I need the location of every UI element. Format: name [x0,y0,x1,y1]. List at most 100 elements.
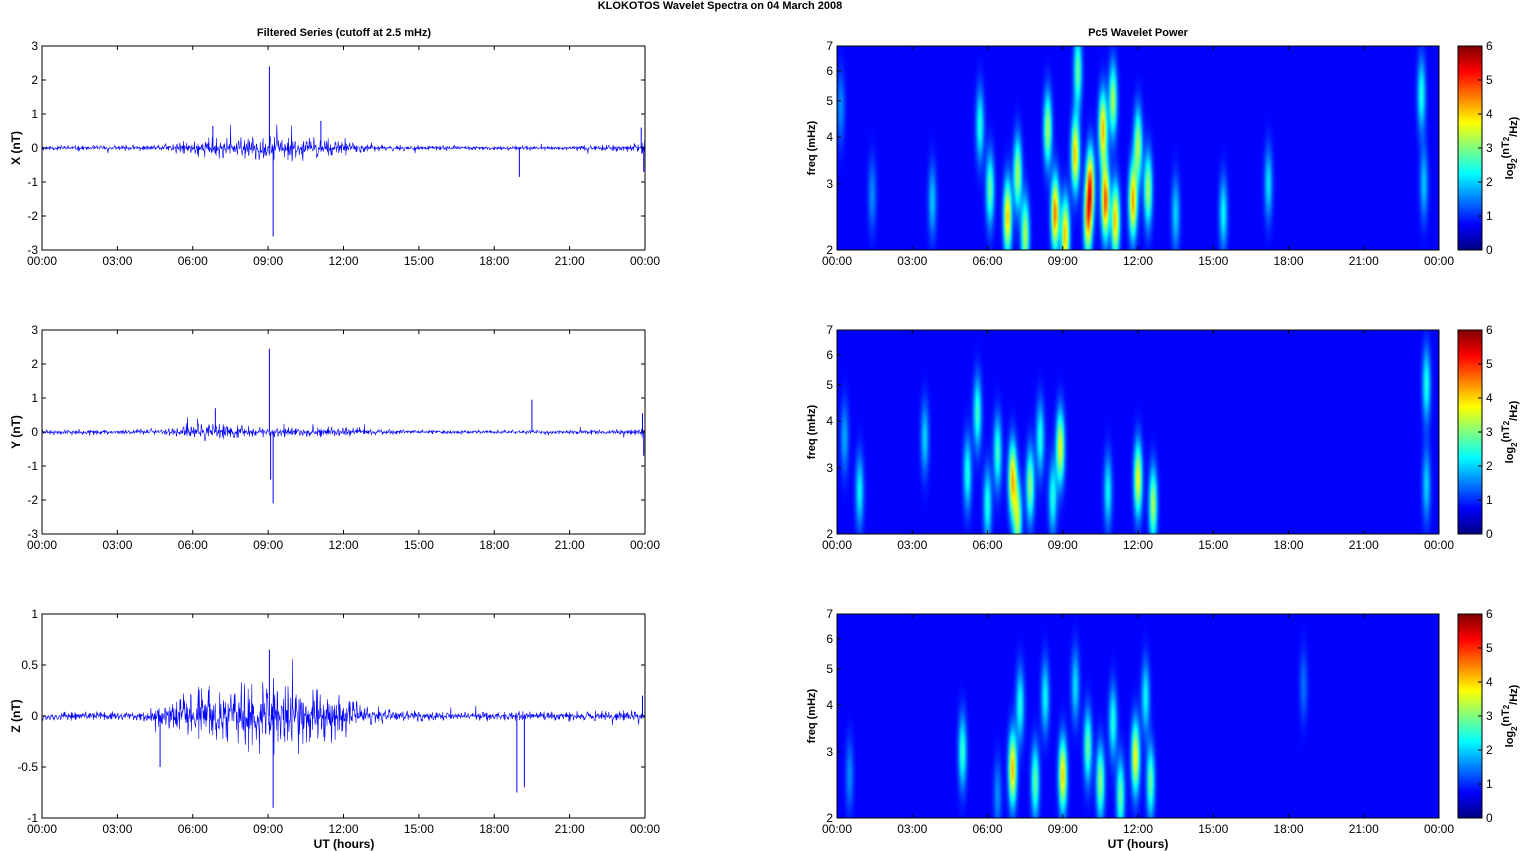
x-tick-label: 06:00 [972,254,1002,268]
colorbar-tick-label: 1 [1486,493,1493,507]
x-wavelet-panel: 2 3 4 5 6 7 00:00 03:00 06:00 09:00 12:00 15:00 18:0… [806,39,1520,268]
x-tick-label: 00:00 [822,254,852,268]
y-tick-label: 5 [826,94,833,108]
x-tick-label: 00:00 [822,822,852,836]
x-tick-label: 00:00 [1424,538,1454,552]
x-tick-label: 21:00 [555,254,585,268]
y-tick-label: 2 [31,357,38,371]
x-tick-label: 15:00 [404,538,434,552]
y-tick-label: 3 [31,39,38,53]
series-line [41,124,646,162]
y-tick-label: -1 [27,459,38,473]
colorbar-tick-label: 2 [1486,459,1493,473]
y-tick-label: -2 [27,493,38,507]
colorbar-label: log2(nT2/Hz) [1500,116,1520,179]
y-tick-label: 3 [31,323,38,337]
y-axis-label: freq (mHz) [806,404,818,459]
x-tick-label: 12:00 [1123,538,1153,552]
y-axis-label: Z (nT) [9,699,23,732]
x-tick-label: 09:00 [253,538,283,552]
right-column-title: Pc5 Wavelet Power [1088,27,1189,39]
colorbar-label: log2(nT2/Hz) [1500,400,1520,463]
x-tick-label: 09:00 [1048,822,1078,836]
x-tick-label: 12:00 [328,538,358,552]
x-tick-label: 06:00 [178,538,208,552]
y-tick-label: -3 [27,243,38,257]
wavelet-heatmap [837,330,1439,534]
z-wavelet-panel: 2 3 4 5 6 7 00:00 03:00 06:00 09:00 12:00 15:00 18:0… [806,607,1520,836]
x-tick-label: 06:00 [178,254,208,268]
z-series-panel: -1 -0.5 0 0.5 1 00:00 03:00 06:00 09:00 12:00 15:0… [9,607,660,836]
x-tick-label: 15:00 [404,822,434,836]
x-tick-label: 03:00 [897,822,927,836]
y-tick-label: 2 [826,527,833,541]
x-tick-label: 18:00 [1273,822,1303,836]
x-tick-label: 21:00 [1349,822,1379,836]
colorbar-tick-label: 0 [1486,527,1493,541]
x-tick-label: 21:00 [555,538,585,552]
x-tick-label: 00:00 [630,254,660,268]
x-tick-label: 03:00 [102,254,132,268]
y-tick-label: 7 [826,39,833,53]
y-axis-label: freq (mHz) [806,688,818,743]
left-column-title: Filtered Series (cutoff at 2.5 mHz) [257,27,432,39]
y-tick-label: 1 [31,607,38,621]
y-tick-label: 3 [826,461,833,475]
colorbar-tick-label: 5 [1486,73,1493,87]
x-tick-label: 09:00 [253,254,283,268]
colorbar-tick-label: 0 [1486,243,1493,257]
x-tick-label: 06:00 [972,822,1002,836]
y-tick-label: -1 [27,175,38,189]
x-tick-label: 03:00 [102,538,132,552]
y-tick-label: -0.5 [17,760,38,774]
x-tick-label: 03:00 [897,254,927,268]
y-tick-label: 7 [826,607,833,621]
colorbar-tick-label: 6 [1486,39,1493,53]
x-tick-label: 12:00 [328,822,358,836]
colorbar-tick-label: 0 [1486,811,1493,825]
colorbar-tick-label: 1 [1486,777,1493,791]
y-tick-label: 2 [826,811,833,825]
x-tick-label: 18:00 [1273,538,1303,552]
x-tick-label: 21:00 [1349,538,1379,552]
y-tick-label: 0 [31,141,38,155]
x-tick-label: 12:00 [1123,822,1153,836]
x-tick-label: 15:00 [404,254,434,268]
series-line [41,659,646,755]
colorbar-tick-label: 4 [1486,675,1493,689]
y-tick-label: 2 [826,243,833,257]
colorbar-tick-label: 4 [1486,107,1493,121]
x-tick-label: 09:00 [253,822,283,836]
x-tick-label: 12:00 [1123,254,1153,268]
y-tick-label: 5 [826,662,833,676]
x-tick-label: 00:00 [1424,254,1454,268]
x-tick-label: 09:00 [1048,254,1078,268]
y-tick-label: 4 [826,130,833,144]
x-tick-label: 00:00 [1424,822,1454,836]
colorbar-tick-label: 6 [1486,607,1493,621]
x-tick-label: 00:00 [822,538,852,552]
x-tick-label: 06:00 [972,538,1002,552]
y-tick-label: 2 [31,73,38,87]
x-tick-label: 00:00 [630,822,660,836]
y-tick-label: 0 [31,425,38,439]
y-tick-label: 4 [826,414,833,428]
suptitle: KLOKOTOS Wavelet Spectra on 04 March 200… [598,0,843,12]
colorbar-label: log2(nT2/Hz) [1500,684,1520,747]
x-tick-label: 03:00 [102,822,132,836]
y-tick-label: 4 [826,698,833,712]
colorbar-tick-label: 1 [1486,209,1493,223]
x-series-panel: -3 -2 -1 0 1 2 3 00:00 03:00 06:00 09:00 12:00 15:00… [9,39,660,268]
colorbar-tick-label: 3 [1486,709,1493,723]
y-axis-label: Y (nT) [9,415,23,449]
colorbar-tick-label: 4 [1486,391,1493,405]
y-axis-label: freq (mHz) [806,120,818,175]
y-tick-label: -2 [27,209,38,223]
wavelet-heatmap [837,614,1439,818]
x-tick-label: 21:00 [1349,254,1379,268]
colorbar-tick-label: 6 [1486,323,1493,337]
x-tick-label: 15:00 [1198,822,1228,836]
y-tick-label: 0 [31,709,38,723]
colorbar-tick-label: 3 [1486,425,1493,439]
